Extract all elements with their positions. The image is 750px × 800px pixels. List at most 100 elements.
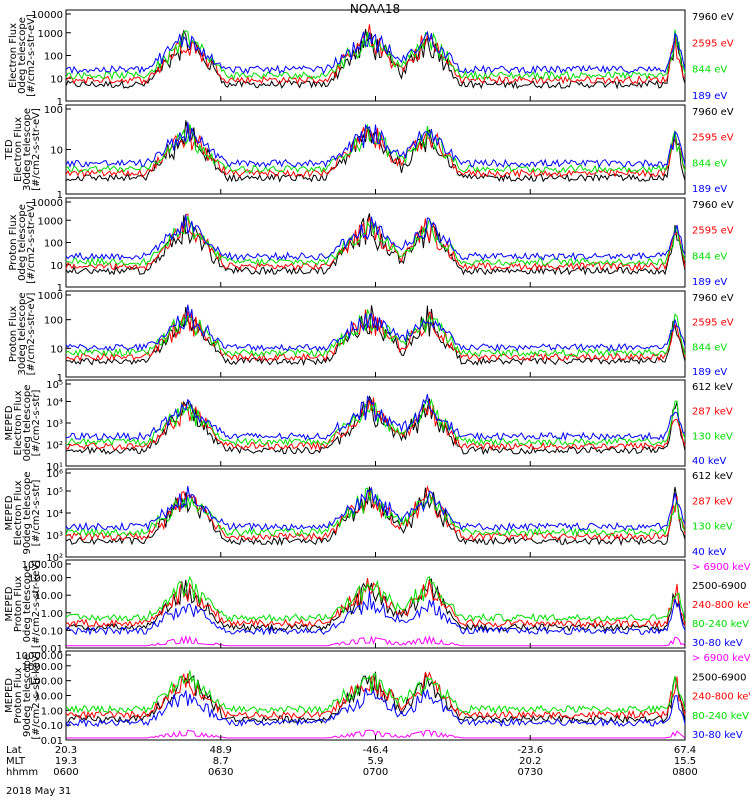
x-tick-label-lat: -46.4 [363, 745, 389, 756]
y-axis-label: [#/cm2-s-str-eV] [26, 14, 37, 97]
trace-30-80-kev [65, 591, 686, 636]
y-axis-label: [#/cm2-s-str-eV] [26, 293, 37, 376]
y-tick-label: 10¹ [46, 462, 63, 473]
trace-2595-ev [65, 24, 686, 85]
channel-label: 844 eV [692, 342, 727, 353]
channel-label: 287 keV [692, 496, 733, 507]
channel-label: 2500-6900 [692, 581, 747, 592]
y-tick-label: 1000.00 [22, 662, 63, 673]
channel-label: 80-240 keV [692, 619, 749, 630]
trace-844-ev [65, 123, 686, 174]
x-tick-label-lat: 20.3 [55, 745, 77, 756]
x-row-label: Lat [6, 745, 22, 756]
y-axis-label: MEPED [4, 586, 15, 621]
channel-label: 844 eV [692, 251, 727, 262]
x-tick-label-hhmm: 0730 [518, 767, 543, 778]
y-axis-label: MEPED [4, 405, 15, 440]
y-tick-label: 1000 [38, 29, 63, 40]
channel-label: > 6900 keV [692, 562, 750, 573]
y-tick-label: 10⁶ [46, 469, 63, 480]
y-axis-label: 30deg telescope [17, 292, 28, 375]
y-axis-label: Proton Flux [8, 306, 19, 362]
trace-2595-ev [65, 213, 686, 272]
channel-label: 7960 eV [692, 293, 734, 304]
x-tick-label-hhmm: 0600 [53, 767, 78, 778]
y-tick-label: 1 [57, 97, 63, 108]
x-tick-label-lat: 48.9 [210, 745, 232, 756]
channel-label: 2595 eV [692, 318, 734, 329]
y-tick-label: 1.00 [41, 706, 63, 717]
channel-label: 287 keV [692, 407, 733, 418]
trace-7960-ev [65, 29, 686, 90]
x-tick-label-hhmm: 0630 [208, 767, 233, 778]
channel-label: 240-800 keV [692, 600, 750, 611]
channel-label: 844 eV [692, 158, 727, 169]
channel-label: 844 eV [692, 65, 727, 76]
channel-label: 2595 eV [692, 38, 734, 49]
x-row-label: MLT [6, 756, 26, 767]
x-tick-label-mlt: 15.5 [674, 756, 696, 767]
channel-label: 2595 eV [692, 226, 734, 237]
panel-frame [65, 104, 686, 195]
y-axis-label: [#/cm2-s-str] [31, 479, 42, 546]
y-axis-label: 0deg telescope [17, 17, 28, 94]
y-axis-label: Proton Flux [8, 214, 19, 270]
channel-label: 189 eV [692, 277, 727, 288]
y-tick-label: 1.00 [41, 609, 63, 620]
y-axis-label: 30deg telescope [22, 108, 33, 191]
x-tick-label-mlt: 20.2 [519, 756, 541, 767]
channel-label: 189 eV [692, 367, 727, 378]
y-tick-label: 100.00 [28, 574, 63, 585]
y-axis-label: [#/cm2-s-str-keV] [31, 560, 42, 648]
trace-189-ev [65, 304, 686, 352]
y-tick-label: 0.10 [41, 626, 63, 637]
y-axis-label: MEPED [4, 678, 15, 713]
y-axis-label: 0deg telescope [17, 204, 28, 281]
x-tick-label-lat: 67.4 [674, 745, 696, 756]
channel-label: 240-800 keV [692, 692, 750, 703]
y-tick-label: 10² [46, 553, 63, 564]
y-tick-label: 10 [50, 146, 63, 157]
trace-7960-ev [65, 120, 686, 183]
y-tick-label: 100 [44, 239, 63, 250]
y-tick-label: 10⁴ [46, 398, 63, 409]
y-tick-label: 10.00 [34, 692, 63, 703]
channel-label: 2500-6900 [692, 672, 747, 683]
y-tick-label: 10.00 [34, 591, 63, 602]
y-axis-label: [#/cm2-s-str-eV] [31, 108, 42, 191]
trace-40-kev [65, 486, 686, 532]
y-axis-label: [#/cm2-s-str-keV] [31, 651, 42, 739]
y-tick-label: 1000 [38, 216, 63, 227]
channel-label: > 6900 keV [692, 653, 750, 664]
y-axis-label: MEPED [4, 495, 15, 530]
channel-label: 80-240 keV [692, 711, 749, 722]
channel-label: 30-80 keV [692, 638, 743, 649]
trace-2595-ev [65, 309, 686, 362]
y-tick-label: 0.10 [41, 721, 63, 732]
trace-80-240-kev [65, 575, 686, 623]
y-tick-label: 10000.00 [15, 651, 63, 662]
y-tick-label: 100.00 [28, 677, 63, 688]
y-axis-label: Proton Flux [13, 576, 24, 632]
y-tick-label: 10 [50, 74, 63, 85]
channel-label: 189 eV [692, 91, 727, 102]
x-tick-label-mlt: 5.9 [368, 756, 384, 767]
trace-30-80-kev [65, 687, 686, 728]
y-tick-label: 10 [50, 344, 63, 355]
y-axis-label: 90deg telescope [22, 654, 33, 737]
channel-label: 130 keV [692, 522, 733, 533]
channel-label: 40 keV [692, 547, 726, 558]
y-tick-label: 10² [46, 441, 63, 452]
channel-label: 7960 eV [692, 107, 734, 118]
channel-label: 612 keV [692, 382, 733, 393]
trace-240-800-kev [65, 671, 686, 720]
trace-40-kev [65, 393, 686, 442]
y-tick-label: 10³ [46, 419, 63, 430]
trace--6900-kev [66, 634, 686, 647]
